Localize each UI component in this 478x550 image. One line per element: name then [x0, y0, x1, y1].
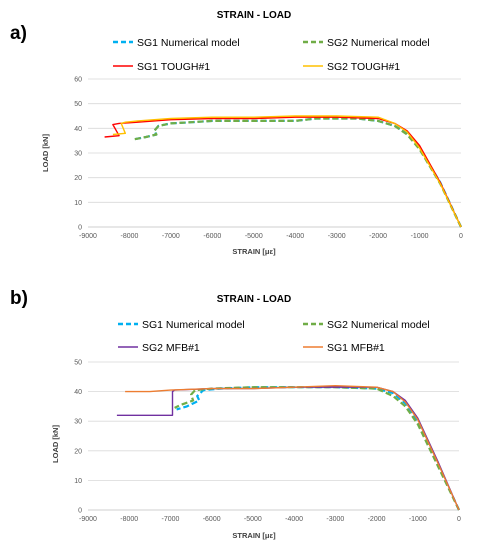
y-tick-label: 50	[74, 360, 82, 367]
x-tick-label: -7000	[162, 233, 180, 240]
y-tick-label: 30	[74, 419, 82, 426]
x-tick-label: -4000	[286, 233, 304, 240]
y-tick-label: 40	[74, 126, 82, 133]
y-tick-label: 60	[74, 77, 82, 84]
x-tick-label: -3000	[328, 233, 346, 240]
x-tick-label: -3000	[326, 516, 344, 523]
legend-label: SG1 Numerical model	[137, 37, 240, 49]
x-tick-label: -9000	[79, 233, 97, 240]
panel-label-a: a)	[10, 23, 27, 44]
legend-label: SG1 MFB#1	[327, 342, 385, 354]
panel-b: b) STRAIN - LOAD SG1 Numerical model SG2 …	[10, 288, 461, 540]
x-tick-label: -8000	[120, 516, 138, 523]
x-tick-label: -4000	[285, 516, 303, 523]
x-tick-label: -8000	[120, 233, 138, 240]
y-tick-label: 50	[74, 101, 82, 108]
x-tick-label: -7000	[161, 516, 179, 523]
legend-a: SG1 Numerical model SG2 Numerical model SG…	[113, 37, 430, 73]
y-tick-label: 10	[74, 478, 82, 485]
legend-label: SG2 Numerical model	[327, 319, 430, 331]
y-tick-label: 0	[78, 225, 82, 232]
series-a	[104, 115, 462, 228]
series-line-sg1-numerical-model	[133, 117, 462, 228]
grid-a	[88, 78, 461, 228]
x-tick-label: 0	[457, 516, 461, 523]
y-axis-title-a: LOAD [kN]	[41, 134, 50, 172]
legend-label: SG2 TOUGH#1	[327, 61, 400, 73]
x-tick-label: 0	[459, 233, 463, 240]
x-tick-label: -6000	[203, 233, 221, 240]
x-axis-title-a: STRAIN [με]	[232, 247, 276, 256]
series-b	[116, 385, 460, 511]
grid-b	[88, 361, 459, 511]
y-axis-title-b: LOAD [kN]	[51, 425, 60, 463]
x-tick-label: -1000	[409, 516, 427, 523]
series-line-sg2-numerical-model	[133, 117, 462, 228]
series-line-sg1-mfb-1	[125, 385, 460, 511]
panel-a: a) STRAIN - LOAD SG1 Numerical model SG2 …	[10, 10, 463, 256]
x-axis-title-b: STRAIN [με]	[232, 531, 276, 540]
legend-label: SG2 MFB#1	[142, 342, 200, 354]
chart-title-a: STRAIN - LOAD	[217, 10, 291, 21]
series-line-sg2-numerical-model	[174, 386, 460, 511]
y-tick-label: 0	[78, 508, 82, 515]
x-tick-label: -1000	[411, 233, 429, 240]
y-tick-label: 40	[74, 389, 82, 396]
panel-label-b: b)	[10, 288, 28, 309]
series-line-sg1-tough-1	[104, 116, 462, 228]
x-tick-label: -5000	[245, 233, 263, 240]
y-tick-label: 20	[74, 448, 82, 455]
series-line-sg1-numerical-model	[176, 386, 460, 511]
legend-b: SG1 Numerical model SG2 Numerical model SG…	[118, 319, 430, 354]
series-line-sg2-mfb-1	[116, 386, 460, 511]
series-line-sg2-tough-1	[112, 115, 462, 228]
y-tick-label: 10	[74, 200, 82, 207]
x-tick-labels-b: -9000 -8000 -7000 -6000 -5000 -4000 -3000 -2000…	[79, 516, 461, 523]
y-tick-label: 20	[74, 175, 82, 182]
legend-label: SG1 TOUGH#1	[137, 61, 210, 73]
x-tick-labels-a: -9000 -8000 -7000 -6000 -5000 -4000 -3000 -2000…	[79, 233, 463, 240]
x-tick-label: -9000	[79, 516, 97, 523]
legend-label: SG1 Numerical model	[142, 319, 245, 331]
x-tick-label: -2000	[369, 233, 387, 240]
y-tick-label: 30	[74, 151, 82, 158]
y-tick-labels-b: 0 10 20 30 40 50	[74, 360, 82, 515]
x-tick-label: -2000	[368, 516, 386, 523]
x-tick-label: -6000	[203, 516, 221, 523]
y-tick-labels-a: 0 10 20 30 40 50 60	[74, 77, 82, 232]
x-tick-label: -5000	[244, 516, 262, 523]
chart-title-b: STRAIN - LOAD	[217, 294, 291, 305]
legend-label: SG2 Numerical model	[327, 37, 430, 49]
